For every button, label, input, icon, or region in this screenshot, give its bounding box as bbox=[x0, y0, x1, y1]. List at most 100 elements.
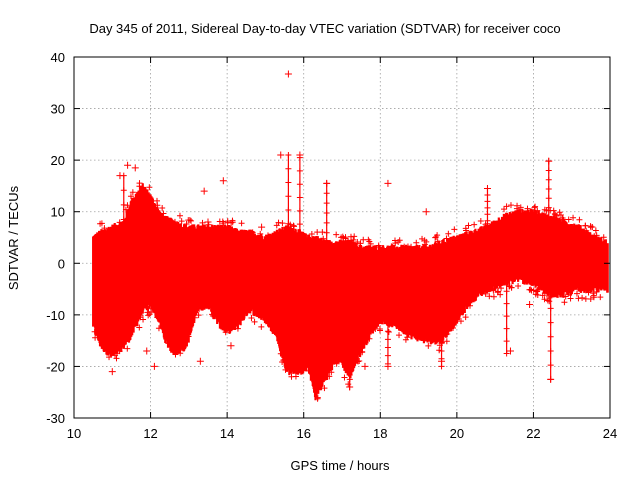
data-point-outlier bbox=[196, 357, 204, 365]
data-point bbox=[384, 344, 391, 351]
data-point bbox=[222, 325, 229, 332]
data-point bbox=[592, 227, 599, 234]
data-point bbox=[471, 221, 478, 228]
data-point bbox=[419, 235, 426, 242]
data-point bbox=[384, 320, 391, 327]
data-point bbox=[583, 227, 590, 234]
data-point bbox=[503, 203, 510, 210]
data-point bbox=[486, 293, 493, 300]
data-point bbox=[205, 221, 212, 228]
data-point bbox=[348, 237, 355, 244]
data-point bbox=[296, 194, 303, 201]
data-point bbox=[101, 225, 108, 232]
data-point bbox=[438, 332, 445, 339]
data-point bbox=[562, 293, 569, 300]
data-point bbox=[177, 350, 184, 357]
data-point bbox=[587, 286, 594, 293]
data-point bbox=[547, 291, 554, 298]
data-point bbox=[423, 238, 430, 245]
data-point bbox=[484, 198, 491, 205]
data-point bbox=[249, 229, 256, 236]
data-point bbox=[346, 372, 353, 379]
data-point bbox=[258, 323, 265, 330]
data-point bbox=[159, 205, 166, 212]
data-point bbox=[396, 237, 403, 244]
data-point bbox=[285, 193, 292, 200]
data-point bbox=[547, 362, 554, 369]
data-point bbox=[446, 236, 453, 243]
data-point-outlier bbox=[483, 185, 491, 193]
data-point bbox=[120, 231, 127, 238]
data-point bbox=[291, 223, 298, 230]
data-point bbox=[154, 197, 161, 204]
data-point-outlier bbox=[108, 368, 116, 376]
data-point bbox=[384, 311, 391, 318]
data-point bbox=[178, 218, 185, 225]
data-point bbox=[587, 296, 594, 303]
data-point bbox=[482, 290, 489, 297]
data-point bbox=[154, 314, 161, 321]
data-point bbox=[120, 187, 127, 194]
data-point-outlier bbox=[346, 383, 354, 391]
data-point bbox=[97, 220, 104, 227]
y-axis-label: SDTVAR / TECUs bbox=[6, 185, 21, 290]
data-point bbox=[120, 260, 127, 267]
series-group bbox=[91, 70, 609, 402]
data-point-outlier bbox=[170, 331, 178, 339]
data-point bbox=[136, 324, 143, 331]
data-point bbox=[155, 325, 162, 332]
x-tick-label: 22 bbox=[526, 426, 540, 441]
data-point bbox=[517, 204, 524, 211]
x-tick-label: 12 bbox=[143, 426, 157, 441]
data-point bbox=[120, 201, 127, 208]
data-point bbox=[541, 206, 548, 213]
data-point bbox=[297, 366, 304, 373]
data-point bbox=[229, 219, 236, 226]
data-point bbox=[597, 294, 604, 301]
data-point bbox=[547, 347, 554, 354]
data-point bbox=[545, 186, 552, 193]
data-point bbox=[356, 357, 363, 364]
data-point bbox=[590, 290, 597, 297]
data-point bbox=[451, 226, 458, 233]
data-point bbox=[296, 207, 303, 214]
data-point bbox=[226, 327, 233, 334]
data-point bbox=[384, 352, 391, 359]
data-point bbox=[484, 204, 491, 211]
data-point bbox=[305, 367, 312, 374]
data-point bbox=[534, 207, 541, 214]
data-point bbox=[484, 211, 491, 218]
data-point bbox=[582, 222, 589, 229]
y-tick-label: 0 bbox=[58, 256, 65, 271]
data-point-outlier bbox=[438, 357, 446, 365]
data-point bbox=[92, 334, 99, 341]
data-point bbox=[484, 217, 491, 224]
data-point bbox=[285, 206, 292, 213]
data-point-outlier bbox=[296, 151, 304, 159]
data-point bbox=[561, 299, 568, 306]
data-point bbox=[593, 288, 600, 295]
chart-title: Day 345 of 2011, Sidereal Day-to-day VTE… bbox=[89, 21, 560, 36]
data-point bbox=[345, 238, 352, 245]
data-point bbox=[257, 230, 264, 237]
y-tick-label: 30 bbox=[51, 102, 65, 117]
data-point bbox=[277, 350, 284, 357]
data-point bbox=[308, 230, 315, 237]
data-point bbox=[533, 288, 540, 295]
data-point bbox=[545, 176, 552, 183]
data-point bbox=[296, 221, 303, 228]
data-point bbox=[188, 321, 195, 328]
data-point bbox=[457, 318, 464, 325]
data-point-outlier bbox=[204, 218, 212, 226]
data-point bbox=[484, 224, 491, 231]
x-tick-label: 10 bbox=[67, 426, 81, 441]
data-point bbox=[531, 204, 538, 211]
data-point bbox=[503, 325, 510, 332]
data-point bbox=[462, 225, 469, 232]
data-point bbox=[546, 294, 553, 301]
data-point bbox=[590, 292, 597, 299]
data-point bbox=[445, 230, 452, 237]
x-tick-label: 14 bbox=[220, 426, 234, 441]
x-axis-label: GPS time / hours bbox=[291, 458, 390, 473]
data-point bbox=[285, 234, 292, 241]
